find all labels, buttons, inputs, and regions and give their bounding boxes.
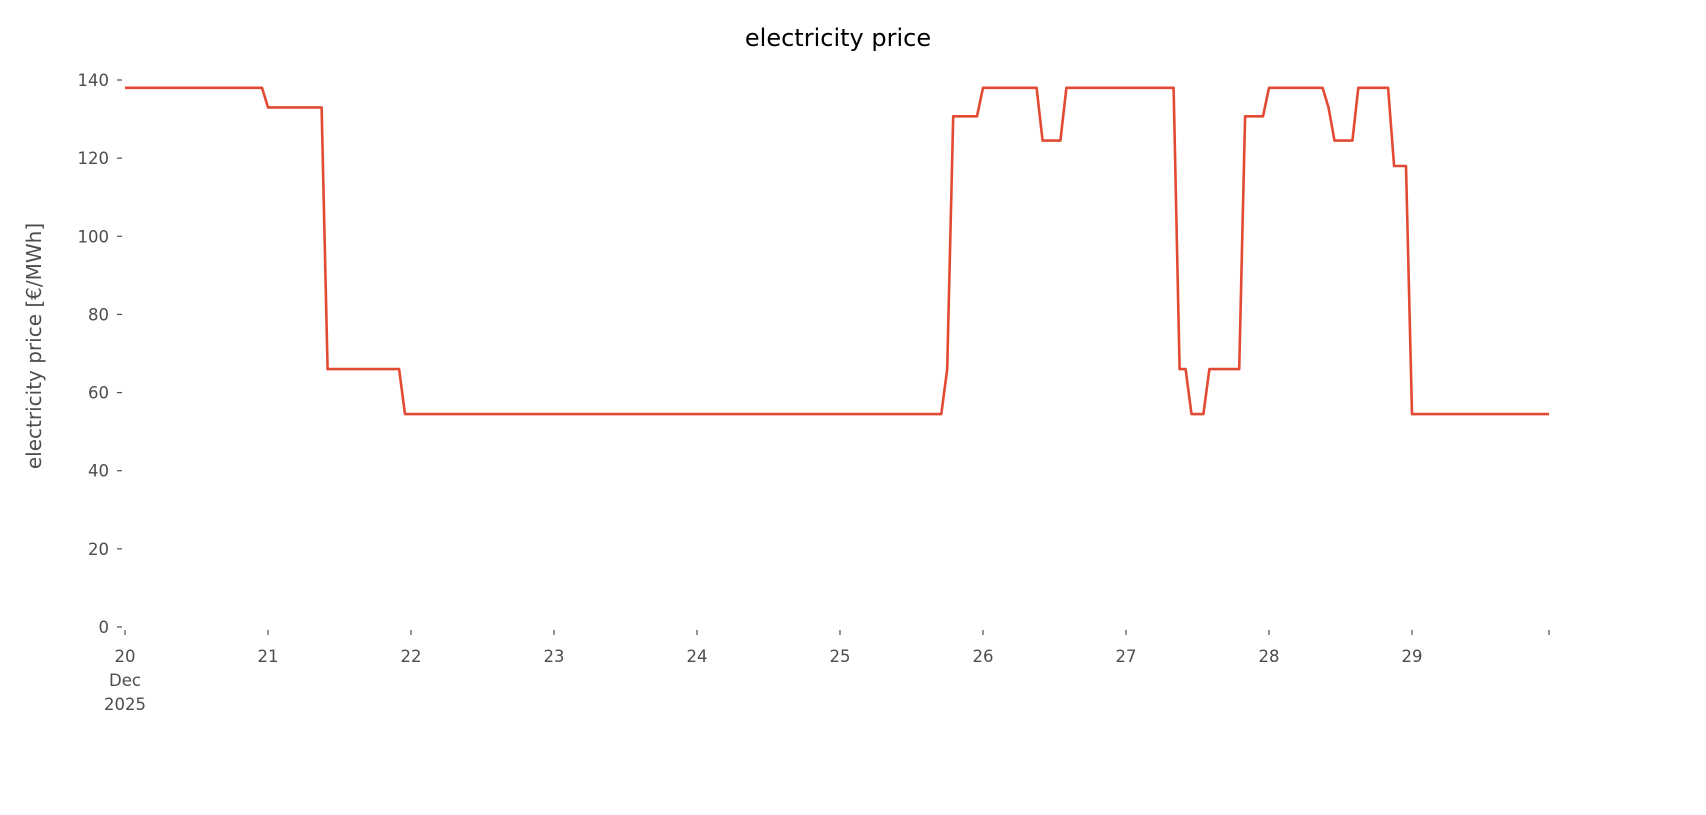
x-tick-label: 2025 xyxy=(104,695,146,714)
x-tick-label: Dec xyxy=(109,671,141,690)
y-tick-label: 60 xyxy=(88,384,109,403)
price-series-line xyxy=(125,86,1549,416)
y-axis-label: electricity price [€/MWh] xyxy=(22,223,46,469)
y-tick-label: 140 xyxy=(78,71,110,90)
chart-title: electricity price xyxy=(745,24,931,52)
x-axis: 20 Dec 2025 21 22 23 24 25 26 27 28 29 xyxy=(104,630,1550,714)
y-tick-label: 20 xyxy=(88,540,109,559)
x-tick-label: 24 xyxy=(686,647,707,666)
plot-area xyxy=(125,86,1549,416)
x-tick-label: 21 xyxy=(257,647,278,666)
x-tick-label: 22 xyxy=(400,647,421,666)
y-tick-label: 120 xyxy=(78,149,110,168)
x-tick-label: 20 xyxy=(115,647,136,666)
x-tick-label: 23 xyxy=(543,647,564,666)
x-tick-label: 29 xyxy=(1401,647,1422,666)
y-axis: 0 20 40 60 80 100 120 140 xyxy=(78,71,122,637)
y-tick-label: 0 xyxy=(99,618,110,637)
x-tick-label: 28 xyxy=(1258,647,1279,666)
x-tick-label: 26 xyxy=(972,647,993,666)
y-tick-label: 40 xyxy=(88,462,109,481)
y-tick-label: 80 xyxy=(88,305,109,324)
x-tick-label: 27 xyxy=(1115,647,1136,666)
y-tick-label: 100 xyxy=(78,227,110,246)
x-tick-label: 25 xyxy=(829,647,850,666)
